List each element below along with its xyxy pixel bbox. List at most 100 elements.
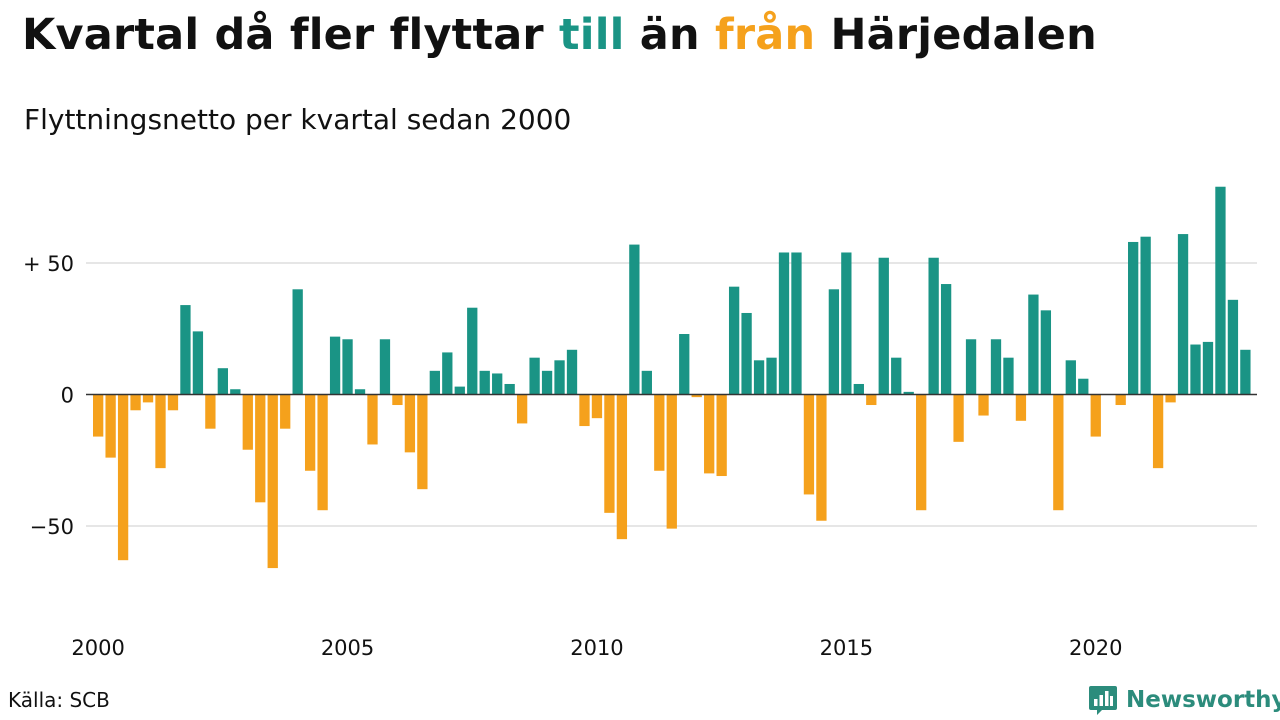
bar-2001-q1 [142, 394, 154, 403]
bar-2013-q3 [766, 357, 777, 395]
y-tick-label: −50 [30, 515, 74, 539]
bar-2017-q4 [978, 394, 989, 416]
bar-2005-q1 [342, 339, 353, 395]
bar-2019-q4 [1078, 378, 1089, 395]
bar-2018-q3 [1015, 394, 1027, 421]
x-axis-tick-labels: 2000 2005 2010 2015 2020 [71, 636, 1122, 660]
bar-2020-q3 [1115, 394, 1126, 406]
bar-2004-q4 [329, 336, 341, 395]
bar-2008-q1 [492, 373, 503, 395]
y-tick-label: + 50 [23, 252, 74, 276]
bar-2008-q4 [529, 357, 540, 395]
bar-2016-q4 [928, 257, 939, 395]
newsworthy-logo-icon [1089, 686, 1117, 715]
bar-2000-q3 [117, 394, 129, 561]
bar-2022-q2 [1202, 341, 1214, 395]
bar-2015-q4 [878, 257, 889, 395]
bar-2013-q2 [753, 360, 765, 395]
bar-2001-q4 [180, 305, 191, 395]
bar-2001-q2 [155, 394, 166, 469]
bar-2020-q1 [1090, 394, 1101, 437]
bar-2004-q2 [304, 394, 316, 471]
bar-2009-q3 [566, 349, 578, 395]
title-part-2: än [624, 10, 715, 60]
bar-2009-q1 [541, 370, 553, 395]
chart-title: Kvartal då fler flyttar till än från Här… [22, 10, 1097, 60]
bar-chart: + 50 0 −50 2000 2005 2010 2015 2020 [23, 186, 1257, 660]
bar-2004-q1 [292, 289, 303, 395]
newsworthy-logo: Newsworthy [1088, 684, 1280, 716]
bar-2017-q2 [953, 394, 964, 442]
bar-2008-q2 [504, 383, 515, 395]
bar-2008-q3 [516, 394, 528, 424]
x-tick-label: 2005 [321, 636, 374, 660]
bar-2011-q3 [666, 394, 677, 529]
bar-2007-q2 [454, 386, 465, 395]
bar-2023-q1 [1240, 349, 1251, 395]
bar-2012-q3 [716, 394, 727, 477]
bar-2006-q4 [429, 370, 440, 395]
bar-2013-q4 [778, 252, 790, 395]
bar-2017-q3 [965, 339, 977, 395]
title-part-3: Härjedalen [815, 10, 1097, 60]
bar-2000-q2 [105, 394, 116, 458]
title-highlight-fran: från [714, 10, 816, 60]
bar-2003-q1 [242, 394, 253, 450]
chart-subtitle: Flyttningsnetto per kvartal sedan 2000 [24, 103, 572, 136]
bar-2022-q1 [1190, 344, 1201, 395]
bar-2011-q2 [654, 394, 665, 471]
newsworthy-brand-name: Newsworthy [1126, 687, 1280, 713]
bar-2014-q3 [816, 394, 827, 521]
y-tick-label: 0 [61, 384, 74, 408]
bar-2000-q4 [130, 394, 141, 411]
bar-2003-q4 [280, 394, 291, 429]
bar-2018-q4 [1028, 294, 1039, 395]
bar-2019-q3 [1065, 360, 1076, 395]
bar-2009-q4 [579, 394, 590, 427]
bar-2021-q3 [1165, 394, 1176, 403]
bar-2001-q3 [167, 394, 179, 411]
bar-2015-q2 [853, 383, 864, 395]
bar-2014-q2 [803, 394, 815, 495]
bar-2004-q3 [317, 394, 328, 511]
bar-2018-q2 [1003, 357, 1014, 395]
x-tick-label: 2000 [71, 636, 124, 660]
bar-2012-q1 [691, 394, 702, 398]
bar-2022-q4 [1227, 299, 1239, 395]
bar-2005-q4 [379, 339, 391, 395]
bar-2005-q2 [354, 389, 366, 395]
bar-2010-q3 [616, 394, 628, 540]
bar-2016-q3 [916, 394, 927, 511]
bar-2015-q3 [866, 394, 877, 406]
bar-2017-q1 [940, 284, 952, 395]
bar-2009-q2 [554, 360, 565, 395]
bar-2006-q2 [404, 394, 416, 453]
bar-2003-q2 [255, 394, 266, 503]
bar-2016-q2 [903, 391, 914, 395]
bar-2010-q1 [591, 394, 603, 419]
bar-2006-q1 [392, 394, 403, 406]
title-highlight-till: till [559, 10, 625, 60]
bar-2010-q2 [604, 394, 615, 513]
bar-2021-q1 [1140, 236, 1151, 395]
bar-2022-q3 [1215, 186, 1226, 395]
bar-2003-q3 [267, 394, 278, 569]
bar-2007-q3 [467, 307, 478, 395]
bar-2007-q1 [442, 352, 453, 395]
bar-2013-q1 [741, 312, 752, 395]
title-part-1: Kvartal då fler flyttar [22, 10, 559, 60]
bar-2010-q4 [629, 244, 640, 395]
source-label: Källa: SCB [8, 688, 110, 712]
bar-2021-q4 [1177, 234, 1189, 395]
bar-2021-q2 [1152, 394, 1164, 469]
bar-2014-q1 [791, 252, 802, 395]
bar-2015-q1 [841, 252, 852, 395]
bar-2002-q1 [192, 331, 204, 395]
bar-2014-q4 [828, 289, 840, 395]
y-axis-tick-labels: + 50 0 −50 [23, 252, 74, 539]
bar-2002-q3 [217, 368, 228, 395]
bar-2018-q1 [990, 339, 1002, 395]
bar-2020-q4 [1128, 241, 1139, 395]
bar-2002-q2 [205, 394, 216, 429]
bars [93, 186, 1251, 569]
